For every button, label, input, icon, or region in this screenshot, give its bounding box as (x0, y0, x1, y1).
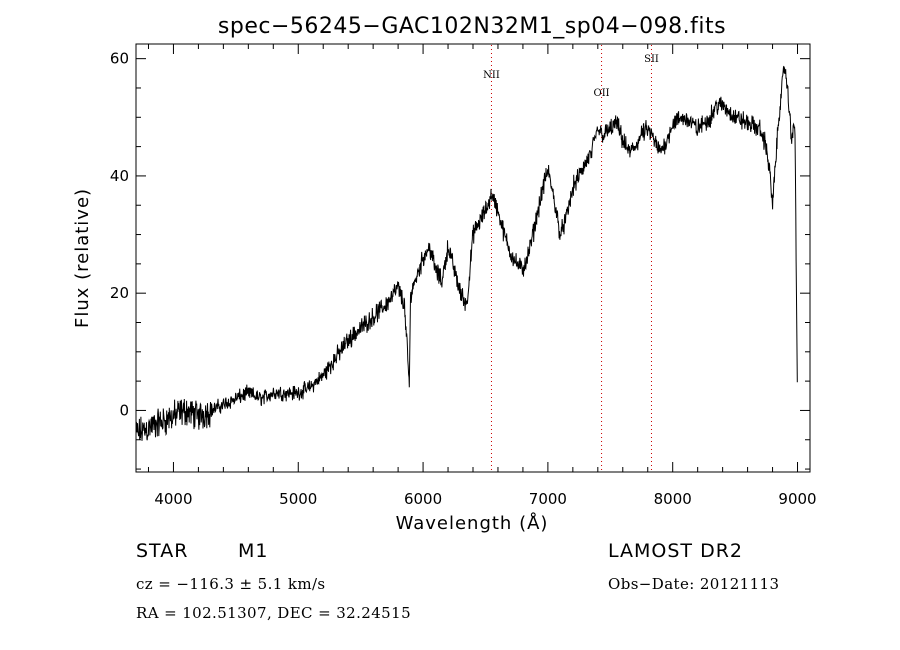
observation-date: Obs−Date: 20121113 (608, 575, 780, 593)
emission-line-label: OII (594, 88, 610, 99)
x-tick-label: 5000 (279, 490, 317, 508)
emission-line-label: NII (483, 70, 500, 81)
x-tick-label: 4000 (154, 490, 192, 508)
object-subclass: M1 (238, 540, 269, 562)
y-tick-label: 60 (110, 50, 129, 68)
chart-title: spec−56245−GAC102N32M1_sp04−098.fits (218, 14, 726, 39)
x-tick-label: 9000 (778, 490, 816, 508)
redshift-velocity: cz = −116.3 ± 5.1 km/s (136, 575, 326, 593)
survey-name: LAMOST DR2 (608, 540, 743, 562)
y-tick-label: 20 (110, 284, 129, 302)
x-axis-label: Wavelength (Å) (396, 512, 549, 534)
axis-ticks: 4000 5000 6000 7000 8000 9000 0 20 40 60 (110, 44, 817, 508)
y-tick-label: 40 (110, 167, 129, 185)
sky-coordinates: RA = 102.51307, DEC = 32.24515 (136, 604, 412, 622)
y-tick-label: 0 (119, 401, 129, 419)
plot-frame (135, 43, 811, 473)
x-tick-label: 6000 (404, 490, 442, 508)
object-type: STAR (136, 540, 189, 562)
emission-line-markers: NII OII SII (483, 45, 659, 471)
plot-area (135, 65, 798, 441)
x-tick-label: 7000 (529, 490, 567, 508)
spectrum-series-line (135, 65, 798, 441)
y-axis-label: Flux (relative) (72, 188, 93, 328)
x-tick-label: 8000 (654, 490, 692, 508)
emission-line-label: SII (644, 54, 659, 65)
